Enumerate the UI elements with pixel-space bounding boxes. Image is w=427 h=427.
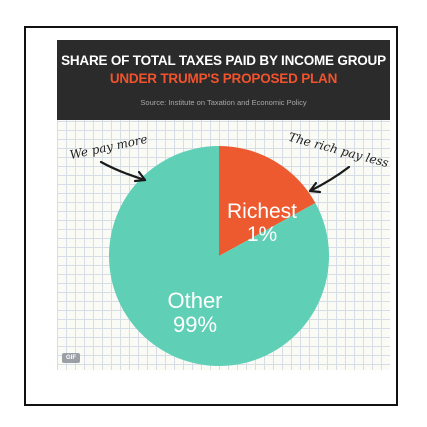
arrow-left: [99, 160, 147, 183]
chart-title: SHARE OF TOTAL TAXES PAID BY INCOME GROU…: [61, 53, 386, 68]
pie-label-other: Other: [167, 288, 222, 313]
gif-badge: GIF: [62, 353, 80, 363]
pie-value-richest: 1%: [247, 223, 277, 246]
chart-source: Source: Institute on Taxation and Econom…: [140, 98, 307, 107]
pie-slice-richest: [219, 146, 316, 256]
pie-slices: [108, 146, 329, 366]
pie-value-other: 99%: [173, 312, 217, 337]
chart-subtitle: UNDER TRUMP'S PROPOSED PLAN: [109, 71, 338, 86]
arrow-right: [308, 165, 351, 194]
pie-slice-other: [108, 146, 329, 366]
pie-label-richest: Richest: [227, 200, 297, 223]
infographic: SHARE OF TOTAL TAXES PAID BY INCOME GROU…: [57, 40, 390, 370]
chart-header: SHARE OF TOTAL TAXES PAID BY INCOME GROU…: [57, 40, 390, 120]
